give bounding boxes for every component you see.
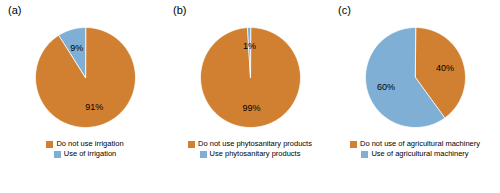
html-text:Use of irrigation: Use of irrigation	[63, 149, 117, 158]
html-text:(b): (b)	[173, 4, 187, 16]
html-text:Use of agricultural machinery: Use of agricultural machinery	[371, 149, 469, 158]
svg-text:99%: 99%	[242, 103, 260, 113]
svg-text:1%: 1%	[243, 41, 256, 51]
svg-text:9%: 9%	[70, 43, 83, 53]
svg-text:40%: 40%	[436, 63, 454, 73]
html-text:Do not use of agricultural mac: Do not use of agricultural machinery	[360, 139, 480, 148]
svg-text:91%: 91%	[85, 102, 103, 112]
html-text:Do not use irrigation: Do not use irrigation	[56, 139, 124, 148]
html-text:Use phytosanitary products: Use phytosanitary products	[209, 149, 301, 158]
html-text:Do not use phytosanitary produ: Do not use phytosanitary products	[198, 139, 312, 148]
svg-text:60%: 60%	[377, 82, 395, 92]
html-text:(a): (a)	[8, 4, 22, 16]
html-text:(c): (c)	[338, 4, 351, 16]
